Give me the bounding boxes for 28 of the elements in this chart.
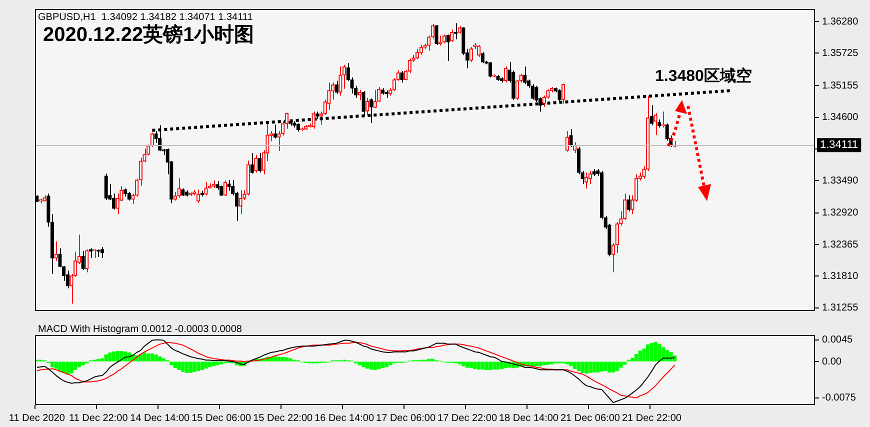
y-tick-label: 1.34600 xyxy=(822,112,859,124)
y-tick-label: 0.0045 xyxy=(822,334,854,346)
x-tick-label: 17 Dec 22:00 xyxy=(438,412,498,424)
y-tick-label: 1.35725 xyxy=(822,48,859,59)
y-tick-label: -0.0075 xyxy=(822,392,856,404)
text: 2020.12.22英镑1小时图 xyxy=(43,23,254,46)
x-tick-label: 11 Dec 2020 xyxy=(8,412,66,424)
y-tick-label: 1.35155 xyxy=(822,80,859,92)
annotation: GBPUSD,H1 1.34092 1.34182 1.34071 1.34111 xyxy=(38,12,254,23)
y-tick-label: 1.36280 xyxy=(822,16,859,28)
x-tick-label: 21 Dec 22:00 xyxy=(622,412,682,424)
x-tick-label: 14 Dec 14:00 xyxy=(130,412,190,424)
x-tick-label: 18 Dec 14:00 xyxy=(498,412,559,424)
y-tick-label: 1.31810 xyxy=(822,270,859,282)
y-tick-label: 1.31255 xyxy=(822,302,859,314)
x-tick-label: 21 Dec 06:00 xyxy=(560,412,620,424)
y-tick-label: 1.33490 xyxy=(822,175,859,186)
chart-title: MACD With Histogram 0.0012 -0.0003 0.0008 xyxy=(38,324,242,335)
y-tick-label: 1.32920 xyxy=(822,208,859,219)
x-tick-label: 17 Dec 06:00 xyxy=(376,412,436,424)
y-tick-label: 1.32365 xyxy=(822,239,859,250)
annotation: 1.3480区域空 xyxy=(655,67,752,85)
x-tick-label: 15 Dec 06:00 xyxy=(192,412,252,424)
x-tick-label: 15 Dec 22:00 xyxy=(253,412,314,424)
y-tick-label: 0.00 xyxy=(822,356,842,368)
ref-line-label: 1.34111 xyxy=(820,139,858,152)
x-tick-label: 11 Dec 22:00 xyxy=(69,412,128,424)
x-tick-label: 16 Dec 14:00 xyxy=(314,412,374,424)
